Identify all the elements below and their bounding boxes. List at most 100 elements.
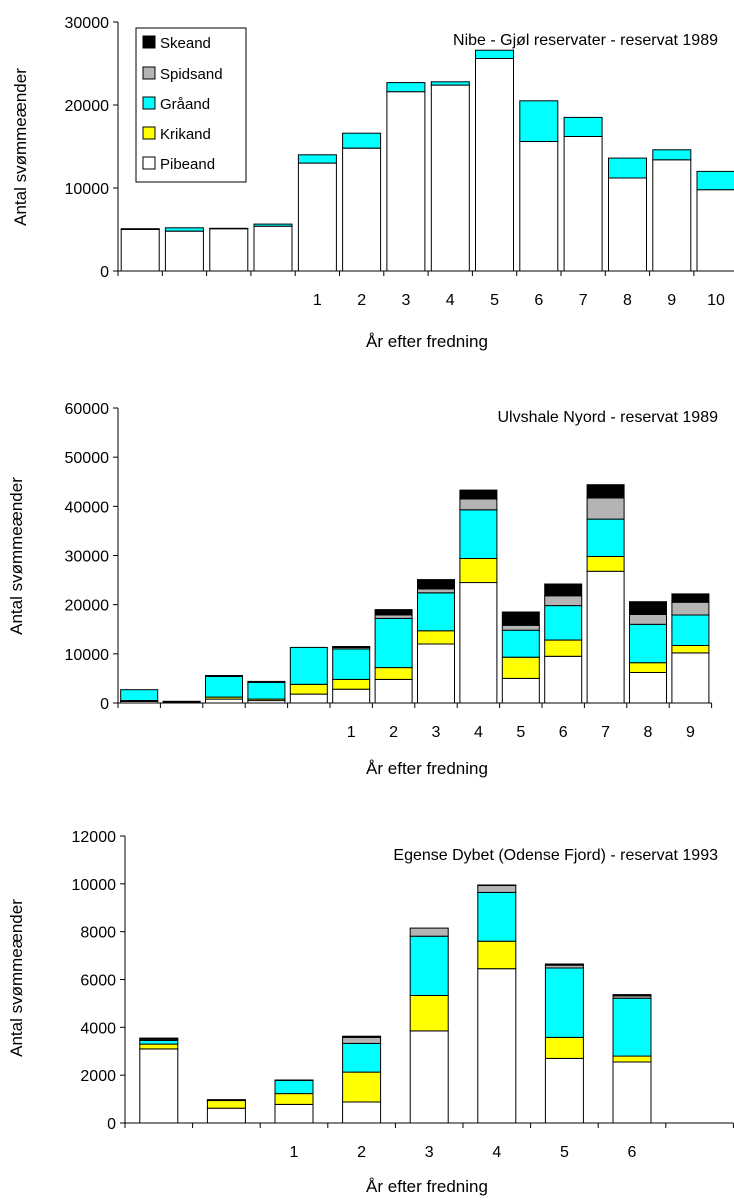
x-tick-label: 4	[474, 724, 483, 741]
legend-swatch-graand	[142, 96, 156, 110]
x-tick-label: 2	[357, 292, 366, 309]
bar-marks	[120, 484, 710, 704]
bar-segment-spidsand-3	[342, 1036, 382, 1044]
bar-segment-graaand-9	[519, 100, 559, 143]
bar-segment-skeand-5	[332, 646, 371, 648]
y-tick-label: 0	[100, 696, 109, 713]
bar-segment-krikand-13	[671, 645, 710, 654]
bar-segment-graaand-6	[386, 82, 426, 93]
bar-segment-krikand-6	[374, 667, 413, 680]
bar-segment-skeand-10	[544, 583, 583, 597]
bar-segment-pibeand-6	[374, 678, 413, 704]
bar-segment-graaand-13	[696, 170, 734, 191]
bar-marks	[120, 49, 734, 272]
y-tick-label: 0	[100, 264, 109, 281]
bar-segment-graaand-3	[253, 223, 293, 227]
bar-segment-pibeand-8	[475, 58, 514, 272]
bar-segment-pibeand-12	[652, 159, 692, 272]
bar-segment-pibeand-4	[409, 1030, 449, 1124]
x-tick-label: 3	[432, 724, 441, 741]
bar-segment-skeand-7	[612, 994, 652, 997]
bar-segment-graaand-0	[120, 689, 159, 702]
legend-label-krikand: Krikand	[160, 126, 211, 143]
x-tick-label: 1	[290, 1144, 299, 1161]
x-tick-label: 1	[313, 292, 322, 309]
bar-segment-krikand-4	[289, 683, 328, 695]
bar-segment-krikand-7	[417, 630, 455, 645]
bar-segment-pibeand-2	[274, 1103, 314, 1124]
bar-segment-krikand-9	[501, 656, 540, 679]
legend-label-skeand: Skeand	[160, 35, 211, 52]
legend: Skeand Spidsand Gråand Krikand Pibeand	[135, 27, 247, 183]
bar-segment-krikand-11	[586, 556, 625, 572]
bar-segment-pibeand-7	[612, 1061, 652, 1124]
bar-segment-pibeand-10	[544, 655, 583, 704]
bar-segment-krikand-8	[459, 558, 498, 584]
x-axis-title: År efter fredning	[366, 759, 488, 778]
bar-segment-pibeand-6	[386, 91, 426, 272]
x-tick-label: 1	[347, 724, 356, 741]
bar-segment-krikand-12	[629, 662, 667, 674]
x-tick-label: 3	[425, 1144, 434, 1161]
x-tick-label: 5	[560, 1144, 569, 1161]
axes: 0 10000 20000 30000 40000 50000 60000 1 2 3 4 5 6 7 8 9	[65, 401, 713, 741]
axes: 0 10000 20000 30000 1 2 3 4 5 6 7 8 9 10	[65, 15, 734, 309]
bar-marks	[139, 884, 652, 1124]
bar-segment-pibeand-11	[608, 177, 647, 272]
bar-segment-pibeand-9	[501, 677, 540, 704]
x-tick-label: 5	[490, 292, 499, 309]
bar-segment-graaand-7	[417, 592, 455, 632]
bar-segment-spidsand-8	[459, 498, 498, 511]
bar-segment-pibeand-13	[696, 189, 734, 272]
bar-segment-graaand-6	[544, 967, 584, 1038]
y-tick-label: 4000	[80, 1020, 116, 1037]
legend-label-graand: Gråand	[160, 96, 210, 113]
bar-segment-graaand-9	[501, 629, 540, 658]
chart-title: Nibe - Gjøl reservater - reservat 1989	[453, 32, 718, 49]
bar-segment-graaand-0	[139, 1040, 179, 1045]
x-tick-label: 7	[601, 724, 610, 741]
bar-segment-graaand-6	[374, 617, 413, 669]
bar-segment-graaand-2	[209, 227, 249, 230]
bar-segment-pibeand-3	[253, 225, 293, 272]
legend-swatch-skeand	[142, 35, 156, 49]
y-tick-label: 50000	[65, 450, 110, 467]
bar-segment-pibeand-11	[586, 570, 625, 704]
bar-segment-pibeand-1	[206, 1107, 246, 1124]
bar-segment-pibeand-3	[342, 1101, 382, 1124]
legend-swatch-spidsand	[142, 66, 156, 80]
x-tick-label: 5	[516, 724, 525, 741]
x-tick-label: 8	[644, 724, 653, 741]
y-axis-title: Antal svømmeænder	[7, 899, 26, 1057]
bar-segment-pibeand-0	[120, 229, 160, 272]
bar-segment-skeand-3	[342, 1035, 382, 1038]
bar-segment-skeand-6	[374, 609, 413, 616]
bar-segment-spidsand-5	[477, 885, 517, 893]
bar-segment-graaand-1	[206, 1099, 246, 1102]
chart-title: Egense Dybet (Odense Fjord) - reservat 1…	[393, 847, 718, 864]
x-tick-label: 4	[492, 1144, 501, 1161]
chart-ulvshale-nyord: 0 10000 20000 30000 40000 50000 60000 1 2 3 4 5 6 7 8 9…	[7, 401, 718, 778]
chart-egense-dybet: 0 2000 4000 6000 8000 10000 12000 1 2 3 4 5 6 Egense…	[7, 829, 734, 1196]
bar-segment-pibeand-9	[519, 141, 559, 272]
x-tick-label: 3	[401, 292, 410, 309]
bar-segment-graaand-2	[205, 676, 243, 698]
x-tick-label: 4	[446, 292, 455, 309]
y-tick-label: 8000	[80, 925, 116, 942]
bar-segment-graaand-7	[612, 997, 652, 1057]
bar-segment-graaand-12	[652, 149, 692, 161]
bar-segment-graaand-7	[430, 81, 470, 86]
bar-segment-krikand-5	[332, 678, 371, 690]
chart-nibe-gjol: 0 10000 20000 30000 1 2 3 4 5 6 7 8 9 10 Nibe - Gjøl …	[11, 15, 734, 351]
bar-segment-krikand-4	[409, 995, 449, 1032]
bar-segment-skeand-5	[477, 884, 517, 886]
y-axis-title: Antal svømmeænder	[11, 68, 30, 226]
bar-segment-pibeand-5	[342, 147, 382, 272]
bar-segment-pibeand-5	[332, 688, 371, 704]
bar-segment-krikand-10	[544, 639, 583, 657]
x-tick-label: 9	[686, 724, 695, 741]
legend-swatch-krikand	[142, 126, 156, 140]
bar-segment-graaand-3	[342, 1042, 382, 1073]
y-tick-label: 60000	[65, 401, 110, 418]
